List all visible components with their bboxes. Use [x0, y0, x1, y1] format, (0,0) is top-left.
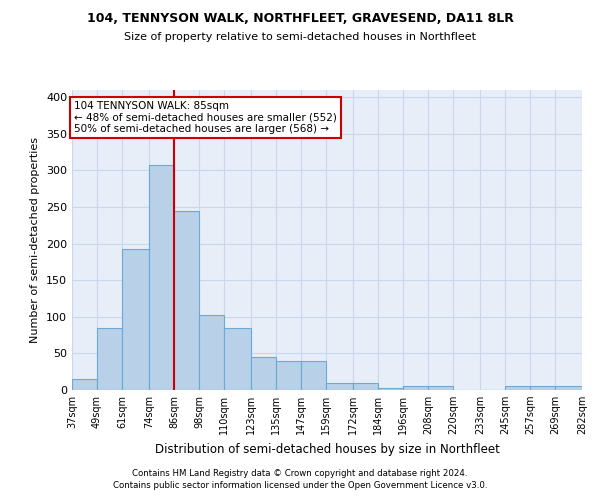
Text: Contains HM Land Registry data © Crown copyright and database right 2024.: Contains HM Land Registry data © Crown c… — [132, 468, 468, 477]
Bar — [428, 386, 453, 390]
Text: 104 TENNYSON WALK: 85sqm
← 48% of semi-detached houses are smaller (552)
50% of : 104 TENNYSON WALK: 85sqm ← 48% of semi-d… — [74, 101, 337, 134]
X-axis label: Distribution of semi-detached houses by size in Northfleet: Distribution of semi-detached houses by … — [155, 442, 499, 456]
Bar — [174, 210, 199, 390]
Bar — [505, 386, 530, 390]
Text: Size of property relative to semi-detached houses in Northfleet: Size of property relative to semi-detach… — [124, 32, 476, 42]
Text: Contains public sector information licensed under the Open Government Licence v3: Contains public sector information licen… — [113, 481, 487, 490]
Bar — [530, 386, 555, 390]
Y-axis label: Number of semi-detached properties: Number of semi-detached properties — [31, 137, 40, 343]
Bar — [353, 382, 378, 390]
Bar — [276, 360, 301, 390]
Bar — [301, 360, 326, 390]
Text: 104, TENNYSON WALK, NORTHFLEET, GRAVESEND, DA11 8LR: 104, TENNYSON WALK, NORTHFLEET, GRAVESEN… — [86, 12, 514, 26]
Bar — [72, 379, 97, 390]
Bar — [149, 164, 174, 390]
Bar — [251, 357, 276, 390]
Bar — [97, 328, 122, 390]
Bar — [199, 314, 224, 390]
Bar — [403, 386, 428, 390]
Bar — [378, 388, 403, 390]
Bar — [326, 382, 353, 390]
Bar — [122, 249, 149, 390]
Bar — [224, 328, 251, 390]
Bar — [555, 386, 582, 390]
